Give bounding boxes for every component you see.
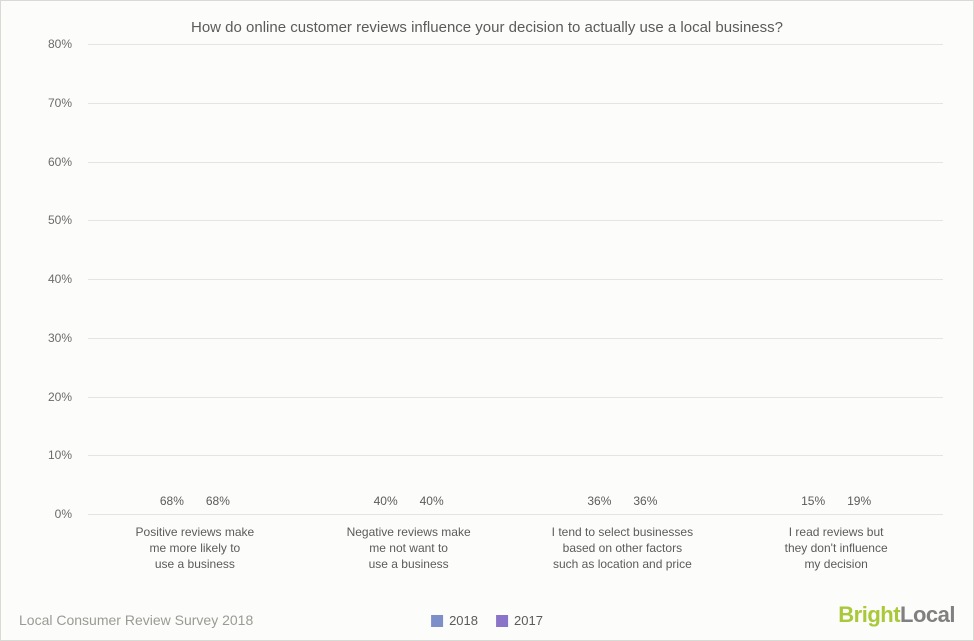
y-tick-label: 50% bbox=[28, 213, 72, 227]
y-tick-label: 20% bbox=[28, 390, 72, 404]
gridline bbox=[88, 514, 943, 515]
y-tick-label: 0% bbox=[28, 507, 72, 521]
legend: 2018 2017 bbox=[431, 613, 543, 628]
bar-value-label: 68% bbox=[206, 494, 230, 508]
legend-swatch bbox=[496, 615, 508, 627]
x-axis-label: I read reviews butthey don't influencemy… bbox=[736, 524, 936, 573]
source-text: Local Consumer Review Survey 2018 bbox=[19, 612, 253, 628]
legend-label: 2017 bbox=[514, 613, 543, 628]
legend-swatch bbox=[431, 615, 443, 627]
y-tick-label: 60% bbox=[28, 155, 72, 169]
x-axis-label: Positive reviews makeme more likely tous… bbox=[95, 524, 295, 573]
chart-container: How do online customer reviews influence… bbox=[0, 0, 974, 641]
plot-area: 0%10%20%30%40%50%60%70%80% 68%68%40%40%3… bbox=[76, 44, 943, 514]
bar-value-label: 68% bbox=[160, 494, 184, 508]
brand-part-1: Bright bbox=[838, 602, 900, 627]
chart-title: How do online customer reviews influence… bbox=[21, 19, 953, 36]
bar-groups: 68% 68% 40% 40% 36% 36% 15% 19% bbox=[88, 44, 943, 514]
brand-logo: BrightLocal bbox=[838, 602, 955, 628]
legend-item: 2018 bbox=[431, 613, 478, 628]
bar-value-label: 40% bbox=[374, 494, 398, 508]
brand-part-2: Local bbox=[900, 602, 955, 627]
bar-value-label: 15% bbox=[801, 494, 825, 508]
y-tick-label: 70% bbox=[28, 96, 72, 110]
bar-value-label: 19% bbox=[847, 494, 871, 508]
y-tick-label: 80% bbox=[28, 37, 72, 51]
bar-value-label: 36% bbox=[633, 494, 657, 508]
y-tick-label: 10% bbox=[28, 448, 72, 462]
bar-value-label: 40% bbox=[420, 494, 444, 508]
legend-label: 2018 bbox=[449, 613, 478, 628]
x-axis-label: I tend to select businessesbased on othe… bbox=[522, 524, 722, 573]
y-tick-label: 40% bbox=[28, 272, 72, 286]
x-axis-label: Negative reviews makeme not want touse a… bbox=[309, 524, 509, 573]
bar-value-label: 36% bbox=[587, 494, 611, 508]
legend-item: 2017 bbox=[496, 613, 543, 628]
y-tick-label: 30% bbox=[28, 331, 72, 345]
chart-footer: Local Consumer Review Survey 2018 201820… bbox=[19, 602, 955, 628]
x-axis-labels: Positive reviews makeme more likely tous… bbox=[88, 524, 943, 573]
